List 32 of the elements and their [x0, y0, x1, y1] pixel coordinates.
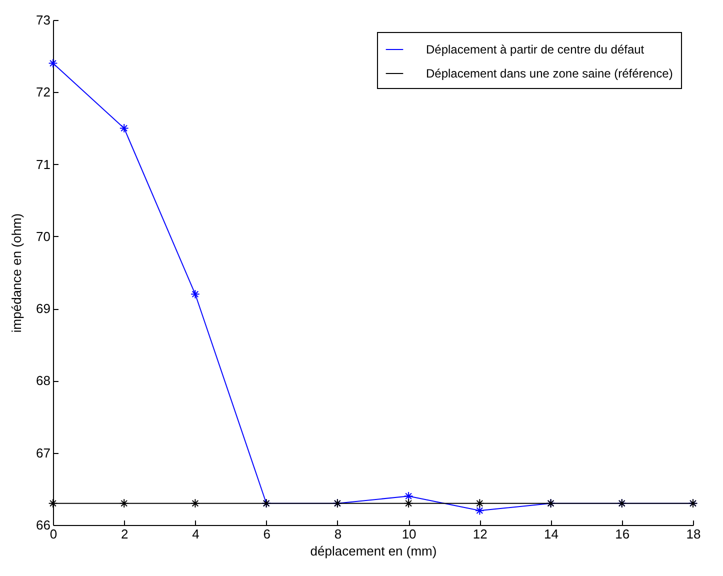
legend-label: Déplacement dans une zone saine (référence): [426, 66, 673, 80]
x-tick-label: 2: [120, 526, 128, 542]
y-tick-label: 69: [36, 301, 50, 316]
point: [474, 506, 484, 516]
point: [404, 491, 414, 501]
x-axis-title: déplacement en (mm): [310, 544, 437, 558]
y-tick-label: 67: [36, 445, 50, 460]
y-tick-label: 68: [36, 373, 50, 388]
point: [404, 498, 414, 508]
x-tick-label: 6: [263, 526, 270, 542]
x-tick-label: 18: [686, 526, 701, 542]
x-tick-label: 4: [192, 526, 200, 542]
point: [190, 498, 200, 508]
point: [119, 124, 129, 133]
point: [48, 498, 58, 508]
point: [48, 58, 58, 68]
y-tick-label: 66: [36, 518, 50, 532]
y-tick-label: 71: [36, 156, 50, 172]
x-tick-label: 16: [615, 526, 630, 542]
point: [119, 498, 129, 508]
y-tick-label: 73: [36, 12, 50, 28]
x-tick-label: 8: [334, 526, 342, 542]
y-tick-label: 70: [36, 228, 50, 244]
point: [474, 498, 484, 508]
y-tick-label: 72: [36, 84, 50, 100]
y-axis-title: impédance en (ohm): [9, 213, 24, 333]
x-tick-label: 10: [402, 526, 416, 542]
x-tick-label: 12: [472, 526, 488, 542]
point: [190, 289, 200, 299]
legend-label: Déplacement à partir de centre du défaut: [426, 42, 645, 56]
x-tick-label: 0: [50, 526, 58, 542]
x-tick-label: 14: [544, 526, 559, 542]
